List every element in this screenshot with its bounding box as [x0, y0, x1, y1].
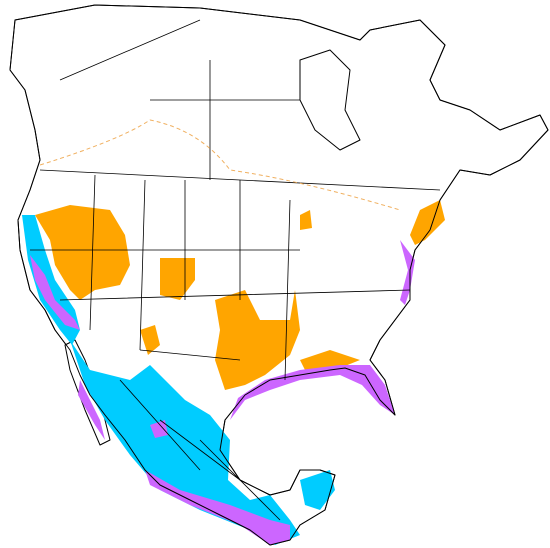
- range-purple: [78, 380, 105, 440]
- range-cyan: [70, 340, 300, 545]
- range-purple: [400, 240, 415, 305]
- range-purple: [150, 420, 168, 438]
- range-orange: [215, 290, 300, 390]
- borders: [30, 19, 441, 521]
- border-line: [30, 249, 411, 361]
- range-orange: [35, 205, 130, 300]
- range-purple: [30, 255, 80, 330]
- ranges: [22, 200, 445, 545]
- border-line: [89, 174, 291, 381]
- border-line: [59, 19, 300, 180]
- range-orange: [140, 325, 160, 355]
- range-limit: [39, 119, 401, 211]
- range-cyan: [300, 470, 335, 510]
- range-orange: [160, 258, 195, 300]
- range-orange: [300, 210, 312, 230]
- range-purple: [145, 470, 290, 545]
- hudson-bay: [299, 49, 361, 151]
- range-purple: [230, 365, 395, 420]
- outline: [9, 4, 549, 546]
